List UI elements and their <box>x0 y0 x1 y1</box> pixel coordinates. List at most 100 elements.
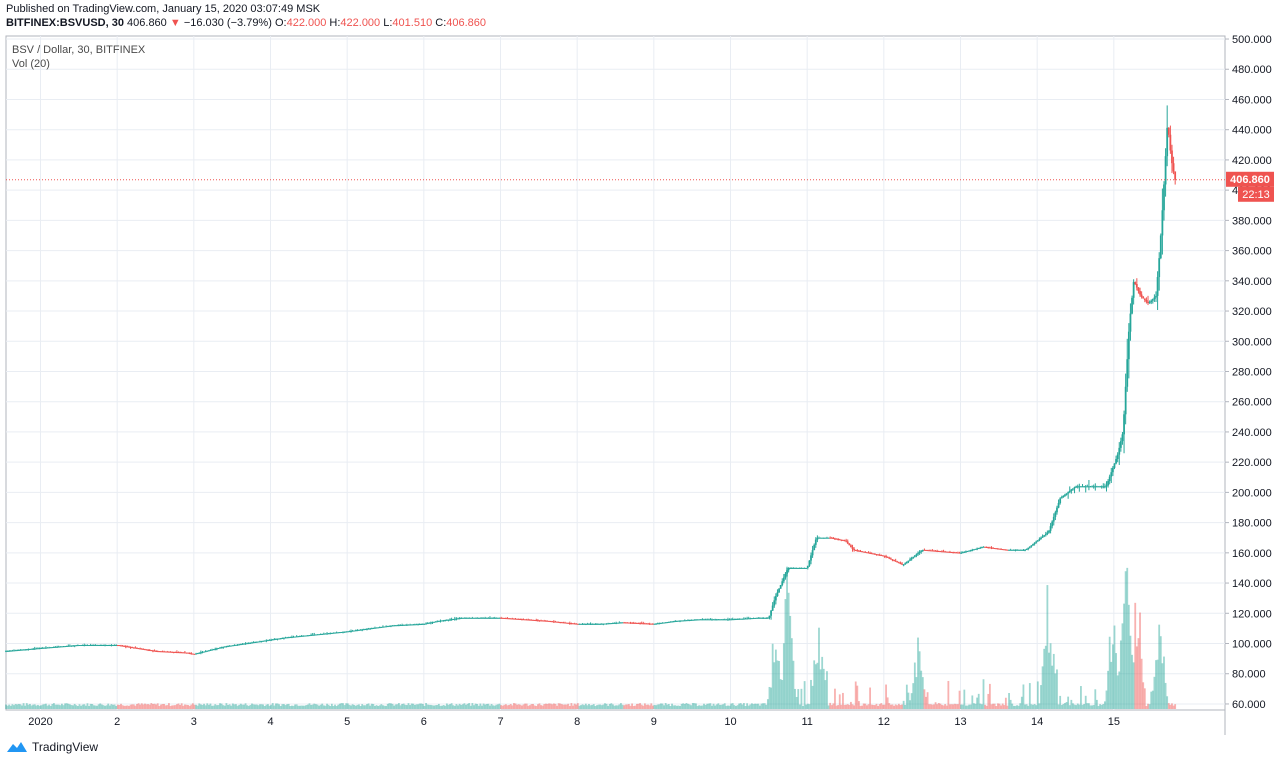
candle-body <box>43 647 46 649</box>
candle-body <box>591 623 594 625</box>
volume-bar <box>592 704 595 709</box>
volume-bar <box>343 705 346 709</box>
countdown-tag <box>1238 186 1274 202</box>
volume-bar <box>1084 695 1087 709</box>
candle-body <box>1134 282 1137 285</box>
candle-body <box>862 551 865 553</box>
volume-bar <box>1062 703 1065 709</box>
volume-bar <box>96 705 98 709</box>
candle-body <box>332 632 335 634</box>
volume-bar <box>43 704 46 709</box>
volume-bar <box>24 705 27 709</box>
candle-body <box>1033 542 1036 545</box>
candle-body <box>62 646 65 648</box>
candle-body <box>324 633 327 635</box>
volume-bar <box>21 705 23 709</box>
candle-body <box>236 644 239 646</box>
volume-bar <box>846 704 849 709</box>
volume-bar <box>174 705 177 709</box>
volume-bar <box>84 705 87 709</box>
volume-bar <box>417 704 419 709</box>
candle-body <box>723 619 726 621</box>
candle-body <box>762 617 764 619</box>
volume-bar <box>642 705 645 709</box>
candle-body <box>118 645 121 647</box>
volume-bar <box>14 704 17 709</box>
volume-bar <box>281 704 284 709</box>
tradingview-footer[interactable]: TradingView <box>6 740 98 754</box>
volume-bar <box>573 703 576 709</box>
candle-body <box>837 538 840 540</box>
volume-bar <box>49 705 52 709</box>
volume-bar <box>212 705 215 709</box>
volume-bar <box>784 599 787 709</box>
candle-body <box>739 618 742 620</box>
volume-bar <box>944 704 947 709</box>
volume-bar <box>690 705 693 709</box>
volume-bar <box>634 705 637 709</box>
candle-body <box>30 648 33 650</box>
candle-body <box>281 637 284 639</box>
candle-body <box>91 645 94 647</box>
candle-body <box>239 644 242 646</box>
candle-body <box>327 633 330 635</box>
volume-bar <box>1167 703 1170 709</box>
candle-body <box>1083 486 1086 488</box>
volume-bar <box>270 704 273 709</box>
volume-bar <box>1126 567 1129 709</box>
candle-body <box>150 650 153 652</box>
candle-body <box>314 634 317 636</box>
volume-bar <box>493 705 496 709</box>
candle-body <box>383 626 386 628</box>
volume-bar <box>413 704 416 709</box>
candle-body <box>399 625 402 627</box>
candle-body <box>88 645 90 647</box>
volume-bar <box>479 703 482 709</box>
volume-bar <box>541 705 544 709</box>
candle-body <box>386 626 389 628</box>
candle-body <box>921 549 924 551</box>
candle-body <box>120 645 122 647</box>
volume-bar <box>594 705 597 709</box>
candle-body <box>1156 277 1159 296</box>
volume-bar <box>177 703 180 709</box>
volume-bar <box>1068 705 1071 709</box>
volume-bar <box>600 705 603 709</box>
candle-body <box>1140 294 1143 297</box>
candle-body <box>643 623 646 625</box>
candle-body <box>490 617 493 619</box>
volume-bar <box>302 705 304 709</box>
candle-body <box>1052 516 1055 522</box>
candle-body <box>1102 486 1105 488</box>
candle-body <box>720 619 723 621</box>
volume-bar <box>556 705 558 709</box>
volume-bar <box>201 704 204 709</box>
volume-bar <box>148 704 151 709</box>
volume-bar <box>378 705 381 709</box>
candle-body <box>819 537 822 539</box>
candle-body <box>905 561 908 564</box>
candle-body <box>350 630 352 632</box>
volume-bar <box>1051 665 1054 709</box>
candle-body <box>527 619 530 621</box>
candle-body <box>394 625 397 627</box>
candle-body <box>540 620 542 622</box>
volume-bar <box>276 703 279 709</box>
volume-bar <box>67 703 70 709</box>
candle-body <box>431 622 434 624</box>
y-tick-label: 360.000 <box>1232 246 1272 258</box>
volume-bar <box>147 704 150 709</box>
volume-bar <box>215 705 218 709</box>
candle-body <box>501 617 504 619</box>
candle-body <box>209 649 212 651</box>
volume-bar <box>632 705 635 709</box>
candle-body <box>741 618 744 620</box>
candle-body <box>406 624 408 626</box>
volume-bar <box>1147 703 1149 709</box>
volume-bar <box>782 643 785 709</box>
candle-body <box>843 540 846 542</box>
volume-bar <box>353 704 356 709</box>
volume-bar <box>260 704 263 709</box>
volume-bar <box>774 649 777 709</box>
